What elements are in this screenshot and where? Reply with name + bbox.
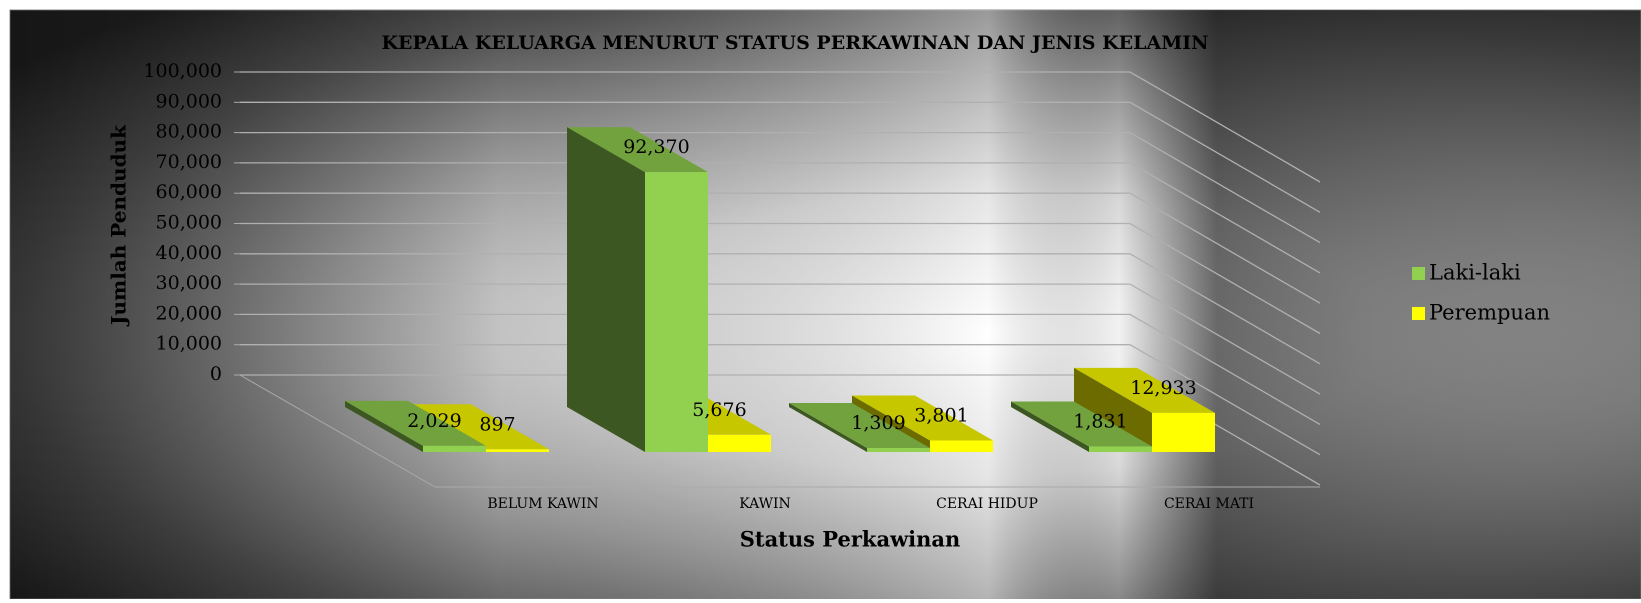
x-tick-label: CERAI HIDUP — [936, 496, 1038, 512]
data-label: 92,370 — [623, 136, 689, 158]
y-tick-label: 80,000 — [156, 121, 222, 143]
bar — [867, 448, 930, 452]
y-tick-label: 90,000 — [156, 90, 222, 112]
grid-line — [240, 71, 1321, 183]
bar-side — [1074, 367, 1152, 452]
bar-top — [1074, 367, 1215, 413]
bar-side — [789, 403, 867, 452]
y-tick-label: 70,000 — [156, 151, 222, 173]
floor-edge — [239, 374, 436, 488]
data-label: 897 — [479, 413, 515, 435]
legend-label: Perempuan — [1429, 301, 1550, 325]
bar-top — [345, 400, 486, 446]
grid-line — [240, 253, 1321, 365]
y-axis-title: Jumlah Penduduk — [107, 124, 131, 327]
bar — [1089, 446, 1152, 452]
chart-title: KEPALA KELUARGA MENURUT STATUS PERKAWINA… — [382, 32, 1209, 54]
y-tick-label: 20,000 — [156, 302, 222, 324]
y-tick-label: 50,000 — [156, 212, 222, 234]
data-label: 1,309 — [851, 412, 905, 434]
data-label: 1,831 — [1073, 410, 1127, 432]
grid-line — [240, 162, 1321, 274]
x-tick-label: BELUM KAWIN — [487, 496, 598, 512]
bar-top — [852, 395, 993, 441]
bar-top — [789, 403, 930, 449]
y-tick-label: 100,000 — [143, 60, 222, 82]
grid-line — [240, 192, 1321, 304]
bar-side — [1011, 401, 1089, 452]
y-tick-label: 0 — [210, 363, 222, 385]
y-tick-label: 40,000 — [156, 242, 222, 264]
grid-line — [240, 313, 1321, 425]
grid-line — [240, 222, 1321, 335]
grid-line — [240, 131, 1321, 244]
legend-swatch — [1412, 307, 1425, 320]
x-axis-title: Status Perkawinan — [740, 527, 961, 552]
grid-line — [240, 283, 1321, 395]
data-label: 3,801 — [914, 404, 968, 426]
legend-label: Laki-laki — [1429, 261, 1521, 285]
data-label: 2,029 — [407, 410, 461, 432]
bar — [486, 449, 549, 452]
x-tick-label: KAWIN — [739, 496, 791, 512]
y-tick-label: 10,000 — [156, 333, 222, 355]
y-tick-label: 60,000 — [156, 181, 222, 203]
grid-line — [240, 344, 1321, 456]
bar-top — [1011, 401, 1152, 447]
grid-line — [240, 101, 1321, 213]
x-tick-label: CERAI MATI — [1164, 496, 1254, 512]
background-band — [10, 10, 1641, 599]
bar — [423, 445, 486, 452]
bar — [1152, 412, 1215, 452]
legend-swatch — [1412, 267, 1425, 280]
data-label: 12,933 — [1130, 377, 1196, 399]
y-tick-label: 30,000 — [156, 272, 222, 294]
bar-side — [567, 127, 645, 452]
bar — [645, 172, 708, 452]
data-label: 5,676 — [692, 399, 746, 421]
bar-top — [408, 404, 549, 450]
bar — [930, 440, 993, 452]
bar-side — [345, 400, 423, 452]
bar-top — [567, 127, 708, 173]
bar — [708, 434, 771, 452]
